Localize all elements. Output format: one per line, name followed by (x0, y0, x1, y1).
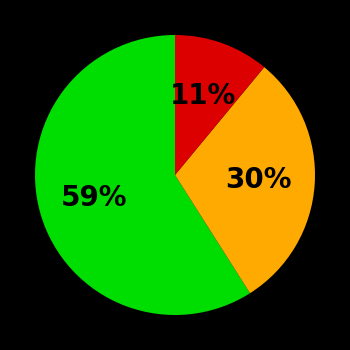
Wedge shape (175, 35, 264, 175)
Text: 11%: 11% (170, 82, 237, 110)
Wedge shape (175, 67, 315, 293)
Wedge shape (35, 35, 250, 315)
Text: 30%: 30% (226, 166, 292, 194)
Text: 59%: 59% (61, 184, 128, 212)
